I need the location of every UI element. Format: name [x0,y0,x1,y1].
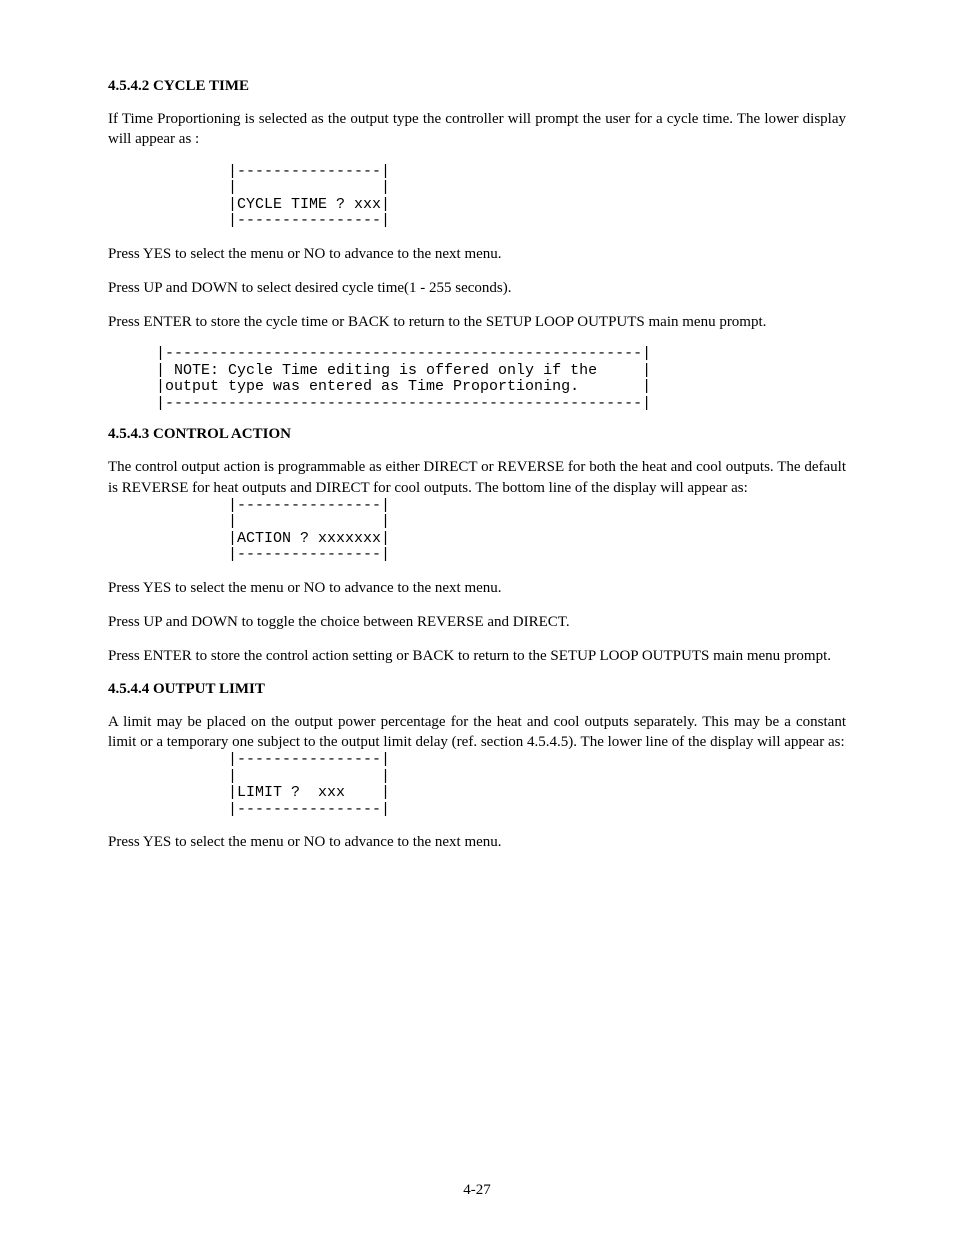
section-heading-cycle-time: 4.5.4.2 CYCLE TIME [108,78,846,95]
paragraph: Press YES to select the menu or NO to ad… [108,244,846,264]
paragraph: The control output action is programmabl… [108,457,846,498]
paragraph: A limit may be placed on the output powe… [108,712,846,753]
paragraph: Press YES to select the menu or NO to ad… [108,578,846,598]
page-number: 4-27 [0,1182,954,1199]
ascii-note-box: |---------------------------------------… [108,346,846,412]
ascii-display-limit: |----------------| | | |LIMIT ? xxx | |-… [108,752,846,818]
ascii-display-cycle-time: |----------------| | | |CYCLE TIME ? xxx… [108,164,846,230]
paragraph: Press YES to select the menu or NO to ad… [108,832,846,852]
document-page: 4.5.4.2 CYCLE TIME If Time Proportioning… [0,0,954,1235]
section-heading-control-action: 4.5.4.3 CONTROL ACTION [108,426,846,443]
section-heading-output-limit: 4.5.4.4 OUTPUT LIMIT [108,681,846,698]
paragraph: Press ENTER to store the control action … [108,646,846,666]
paragraph: Press ENTER to store the cycle time or B… [108,312,846,332]
ascii-display-action: |----------------| | | |ACTION ? xxxxxxx… [108,498,846,564]
paragraph: If Time Proportioning is selected as the… [108,109,846,150]
paragraph: Press UP and DOWN to select desired cycl… [108,278,846,298]
paragraph: Press UP and DOWN to toggle the choice b… [108,612,846,632]
